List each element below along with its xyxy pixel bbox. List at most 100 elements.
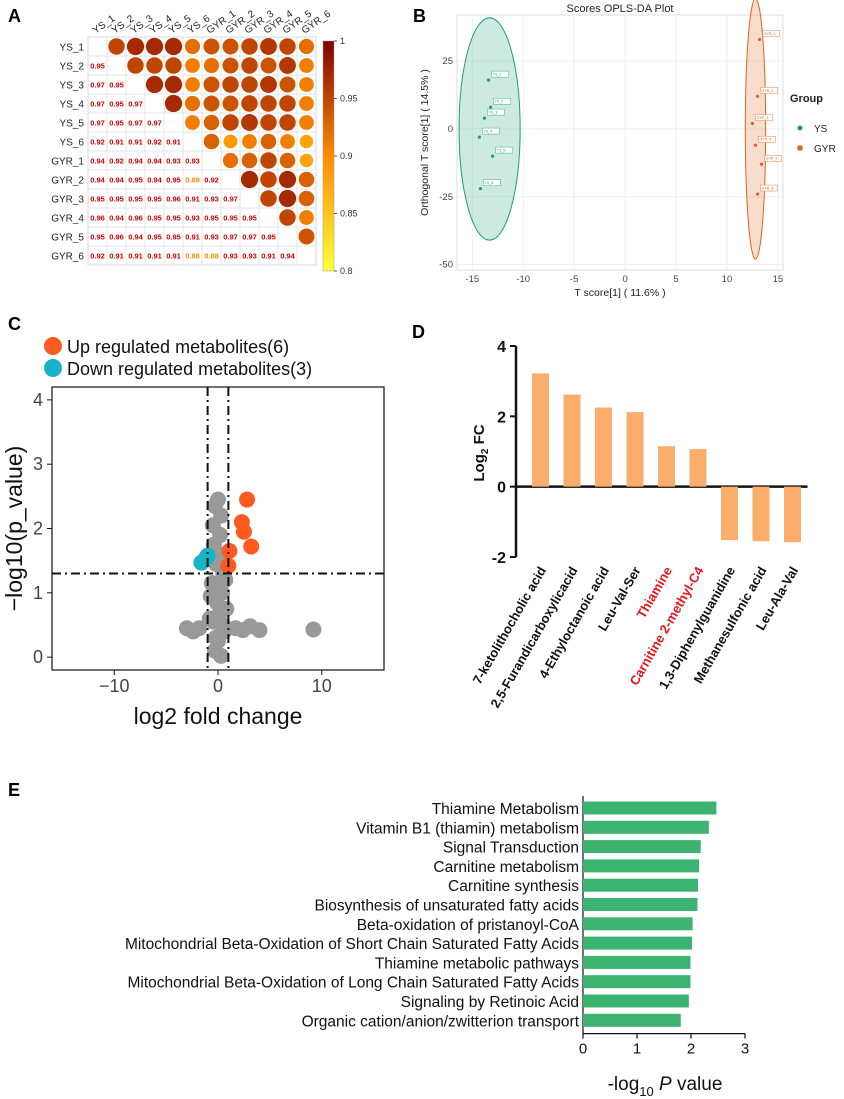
pathway-label: Mitochondrial Beta-Oxidation of Short Ch… (125, 936, 579, 953)
correlation-circle (222, 38, 239, 55)
y-axis-label-part: Log (471, 454, 488, 482)
correlation-value: 0.91 (166, 138, 181, 147)
correlation-circle (299, 134, 314, 149)
heatmap-row-label: GYR_3 (51, 195, 84, 206)
x-axis-label-italic: P (654, 1074, 672, 1095)
colorbar (322, 40, 335, 272)
score-point (757, 37, 762, 42)
score-point-label: YS_3 (489, 111, 498, 115)
plot-title: Scores OPLS-DA Plot (567, 3, 674, 15)
not-significant-point (202, 588, 219, 605)
volcano-plot-panel: −10 0 10 0 1 2 3 4 log2 fold change −log10(p_valu… (1, 337, 385, 729)
correlation-circle (260, 95, 277, 112)
score-point-label-box (762, 30, 780, 37)
correlation-value: 0.88 (204, 252, 219, 261)
correlation-value: 0.91 (109, 252, 124, 261)
pathway-bar (583, 898, 698, 911)
x-tick-label: 15 (773, 274, 784, 285)
heatmap-cell (163, 112, 184, 133)
score-point-label: GYR_2 (762, 89, 774, 93)
score-point-label: YS_4 (483, 130, 492, 134)
fold-change-bar (689, 449, 707, 487)
x-tick-label: 2 (687, 1041, 695, 1058)
heatmap-row-label: YS_5 (60, 119, 85, 130)
correlation-circle (299, 115, 314, 130)
up-regulated-point (235, 523, 252, 540)
correlation-value: 0.96 (166, 195, 181, 204)
pathway-label: Biosynthesis of unsaturated fatty acids (314, 898, 579, 915)
pathway-bar (583, 917, 693, 931)
correlation-circle (184, 38, 201, 55)
fold-change-bar (563, 394, 581, 487)
correlation-circle (203, 114, 220, 131)
correlation-value: 0.95 (147, 233, 162, 242)
score-point-label: GYR_3 (756, 116, 768, 120)
legend-swatch-down (44, 359, 62, 377)
score-point-label: GYR_1 (764, 32, 776, 36)
y-axis-label-part: FC (471, 424, 488, 448)
score-point (486, 78, 491, 82)
y-tick-label: -50 (439, 260, 453, 271)
correlation-circle (260, 114, 277, 131)
correlation-value: 0.91 (261, 252, 276, 261)
correlation-circle (145, 75, 164, 94)
fold-change-bar (626, 412, 644, 487)
correlation-circle (279, 38, 296, 55)
correlation-circle (298, 38, 315, 55)
pathway-label: Signal Transduction (443, 840, 579, 857)
score-point-label-box (491, 70, 509, 78)
y-axis-label: −log10(p_value) (1, 446, 27, 612)
correlation-value: 0.93 (185, 157, 200, 166)
correlation-value: 0.95 (90, 233, 105, 242)
fold-change-bar (595, 407, 612, 487)
legend-label: GYR (814, 144, 836, 155)
pathway-label: Organic cation/anion/zwitterion transpor… (302, 1013, 580, 1030)
correlation-circle (223, 134, 238, 149)
x-axis-label-part: value (672, 1074, 723, 1095)
score-point-label-box (483, 179, 501, 186)
heatmap-cell (144, 93, 165, 114)
correlation-circle (185, 115, 200, 130)
fold-change-bar (784, 486, 801, 543)
correlation-circle (278, 170, 297, 189)
pathway-bar (583, 859, 700, 873)
heatmap-row-label: YS_2 (60, 62, 85, 73)
y-tick-label: 3 (33, 454, 43, 474)
panel-letter-b: B (413, 6, 426, 26)
correlation-circle (241, 76, 258, 93)
fold-change-bar (721, 486, 738, 541)
correlation-value: 0.92 (109, 157, 124, 166)
correlation-value: 0.93 (166, 157, 181, 166)
heatmap-row-label: GYR_2 (51, 176, 84, 187)
legend-swatch-ys (797, 125, 803, 131)
correlation-value: 0.97 (90, 119, 105, 128)
x-axis-label: T score[1] ( 11.6% ) (574, 287, 665, 299)
correlation-value: 0.92 (90, 138, 105, 147)
x-tick-label: 10 (722, 274, 733, 285)
pathway-label: Beta-oxidation of pristanoyl-CoA (357, 917, 580, 934)
correlation-circle (203, 57, 220, 74)
correlation-circle (242, 134, 257, 149)
colorbar-tick-label: 1 (340, 36, 345, 46)
not-significant-point (207, 629, 224, 646)
panel-letter-d: D (412, 322, 425, 342)
correlation-circle (279, 95, 296, 112)
score-point-label-box (482, 127, 500, 135)
pathway-bar (583, 840, 701, 854)
correlation-value: 0.95 (109, 119, 124, 128)
panel-letter-a: A (8, 6, 21, 26)
pathway-bar (583, 1013, 681, 1027)
correlation-circle (241, 57, 258, 74)
correlation-value: 0.97 (128, 100, 143, 109)
pathway-bar (583, 878, 699, 892)
correlation-circle (279, 114, 296, 131)
x-tick-label: 1 (633, 1041, 641, 1058)
correlation-circle (260, 152, 277, 169)
correlation-circle (165, 57, 182, 74)
score-point (482, 116, 487, 120)
x-tick-label: -15 (465, 274, 479, 285)
pathway-label: Thiamine metabolic pathways (375, 955, 579, 972)
confidence-ellipse (744, 0, 767, 260)
correlation-circle (260, 171, 277, 188)
correlation-value: 0.95 (128, 176, 143, 185)
